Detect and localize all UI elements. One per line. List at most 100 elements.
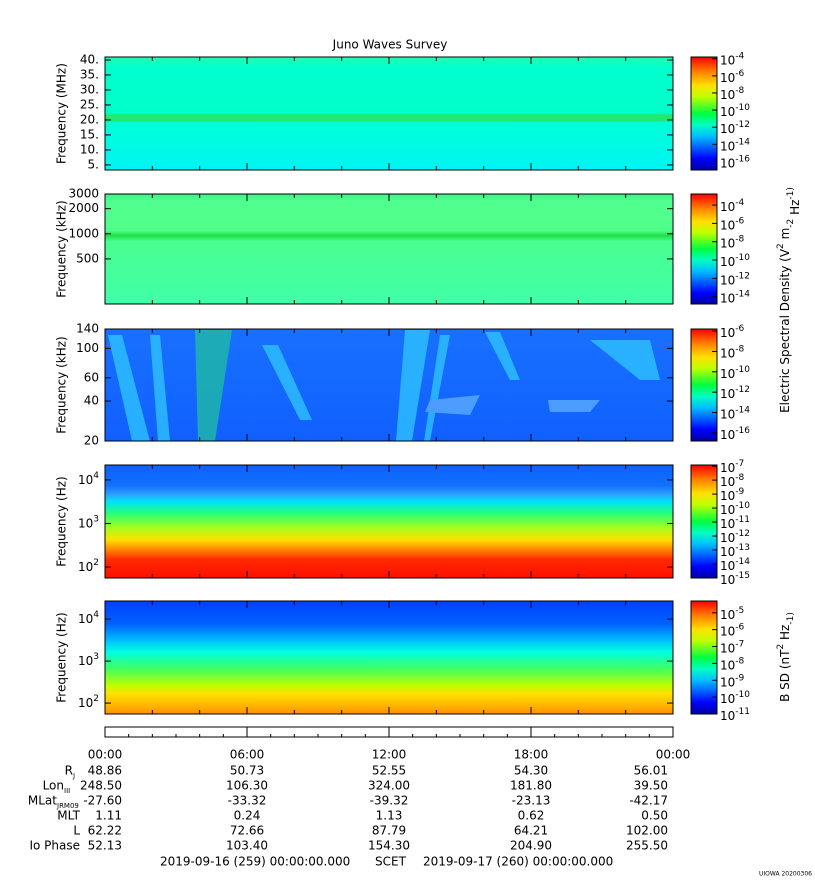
colorbar bbox=[690, 56, 718, 171]
y-tick-label: 30. bbox=[80, 82, 99, 96]
row-value: 103.40 bbox=[226, 839, 268, 853]
row-value: -33.32 bbox=[228, 794, 267, 808]
row-label-sub: JRM09 bbox=[56, 802, 79, 810]
spectrogram bbox=[105, 465, 673, 578]
colorbar-tick-label: 10-6 bbox=[720, 68, 745, 84]
y-tick-label: 5. bbox=[88, 157, 99, 171]
y-axis-label: Frequency (kHz) bbox=[55, 336, 69, 433]
row-value: 255.50 bbox=[626, 839, 668, 853]
colorbar-tick-label: 10-16 bbox=[720, 425, 750, 441]
spectrogram bbox=[105, 601, 673, 714]
colorbar-tick-label: 10-13 bbox=[720, 543, 750, 559]
colorbar-tick-label: 10-12 bbox=[720, 385, 750, 401]
spectrogram bbox=[105, 329, 673, 441]
row-value: 0.24 bbox=[234, 809, 261, 823]
row-value: 50.73 bbox=[230, 764, 264, 778]
colorbar-tick-label: 10-10 bbox=[720, 364, 750, 380]
row-value: 87.79 bbox=[372, 824, 406, 838]
x-tick-label: 18:00 bbox=[514, 748, 549, 762]
colorbar-tick-label: 10-7 bbox=[720, 639, 744, 655]
y-tick-label: 102 bbox=[78, 558, 99, 574]
colorbar-tick-label: 10-9 bbox=[720, 673, 745, 689]
row-value: -27.60 bbox=[83, 794, 122, 808]
y-tick-label: 10. bbox=[80, 142, 99, 156]
y-tick-label: 20 bbox=[84, 434, 99, 448]
colorbar-tick-label: 10-14 bbox=[720, 137, 750, 153]
colorbar-tick-label: 10-15 bbox=[720, 571, 750, 587]
colorbar-tick-label: 10-6 bbox=[720, 324, 745, 340]
colorbar-tick-label: 10-10 bbox=[720, 103, 750, 119]
row-value: 39.50 bbox=[634, 779, 668, 793]
row-value: 181.80 bbox=[510, 779, 552, 793]
y-tick-label: 40 bbox=[84, 394, 99, 408]
y-tick-label: 500 bbox=[76, 251, 99, 265]
colorbar-tick-label: 10-10 bbox=[720, 253, 750, 269]
y-tick-label: 60 bbox=[84, 370, 99, 384]
colorbar-tick-label: 10-14 bbox=[720, 289, 750, 305]
row-value: 0.62 bbox=[518, 809, 545, 823]
row-value: 102.00 bbox=[626, 824, 668, 838]
row-label-sub: III bbox=[64, 787, 70, 795]
row-value: 204.90 bbox=[510, 839, 552, 853]
y-tick-label: 102 bbox=[78, 694, 99, 710]
row-value: -39.32 bbox=[370, 794, 409, 808]
colorbar-tick-label: 10-10 bbox=[720, 501, 750, 517]
footer-start: 2019-09-16 (259) 00:00:00.000 bbox=[160, 855, 350, 869]
row-value: 52.13 bbox=[88, 839, 122, 853]
row-value: 1.13 bbox=[376, 809, 403, 823]
colorbar-tick-label: 10-16 bbox=[720, 154, 750, 170]
row-label: Io Phase bbox=[29, 839, 80, 853]
colorbar-tick-label: 10-8 bbox=[720, 344, 745, 360]
y-axis-label: Frequency (MHz) bbox=[55, 63, 69, 164]
row-value: 64.21 bbox=[514, 824, 548, 838]
row-value: -42.17 bbox=[629, 794, 668, 808]
y-tick-label: 104 bbox=[78, 470, 99, 486]
row-value: 248.50 bbox=[80, 779, 122, 793]
row-label: R bbox=[65, 764, 73, 778]
colorbar-tick-label: 10-4 bbox=[720, 198, 745, 214]
colorbar-tick-label: 10-14 bbox=[720, 405, 750, 421]
y-axis-label: Frequency (Hz) bbox=[55, 612, 69, 703]
row-label-sub: J bbox=[72, 772, 75, 780]
colorbar bbox=[690, 193, 718, 305]
colorbar bbox=[690, 328, 718, 442]
row-value: 48.86 bbox=[88, 764, 122, 778]
row-label: MLT bbox=[57, 809, 80, 823]
row-label: Lon bbox=[43, 779, 64, 793]
colorbar-tick-label: 10-14 bbox=[720, 557, 750, 573]
colorbar-tick-label: 10-8 bbox=[720, 234, 745, 250]
row-value: 72.66 bbox=[230, 824, 264, 838]
y-tick-label: 20. bbox=[80, 112, 99, 126]
y-tick-label: 103 bbox=[78, 514, 99, 530]
row-value: 1.11 bbox=[95, 809, 122, 823]
colorbar-tick-label: 10-12 bbox=[720, 120, 750, 136]
y-tick-label: 40. bbox=[80, 52, 99, 66]
y-tick-label: 15. bbox=[80, 127, 99, 141]
row-value: 106.30 bbox=[226, 779, 268, 793]
y-tick-label: 140 bbox=[76, 322, 99, 336]
row-value: 52.55 bbox=[372, 764, 406, 778]
colorbar bbox=[690, 600, 718, 715]
y-tick-label: 3000 bbox=[68, 187, 99, 201]
row-label: MLat bbox=[28, 794, 57, 808]
colorbar-tick-label: 10-12 bbox=[720, 271, 750, 287]
colorbar-tick-label: 10-10 bbox=[720, 690, 750, 706]
colorbar-tick-label: 10-11 bbox=[720, 515, 750, 531]
colorbar-tick-label: 10-11 bbox=[720, 707, 750, 723]
y-tick-label: 100 bbox=[76, 341, 99, 355]
row-value: 154.30 bbox=[368, 839, 410, 853]
y-axis-label: Frequency (kHz) bbox=[55, 200, 69, 297]
row-value: 62.22 bbox=[88, 824, 122, 838]
spectrogram bbox=[105, 194, 673, 304]
colorbar-tick-label: 10-6 bbox=[720, 216, 745, 232]
y-tick-label: 103 bbox=[78, 652, 99, 668]
y-tick-label: 1000 bbox=[68, 226, 99, 240]
footer-scet: SCET bbox=[375, 855, 407, 869]
row-value: 54.30 bbox=[514, 764, 548, 778]
x-tick-label: 12:00 bbox=[372, 748, 407, 762]
stamp: UIOWA 20200306 bbox=[759, 871, 812, 878]
colorbar-tick-label: 10-6 bbox=[720, 622, 745, 638]
colorbar-tick-label: 10-5 bbox=[720, 605, 744, 621]
colorbar bbox=[690, 464, 718, 579]
